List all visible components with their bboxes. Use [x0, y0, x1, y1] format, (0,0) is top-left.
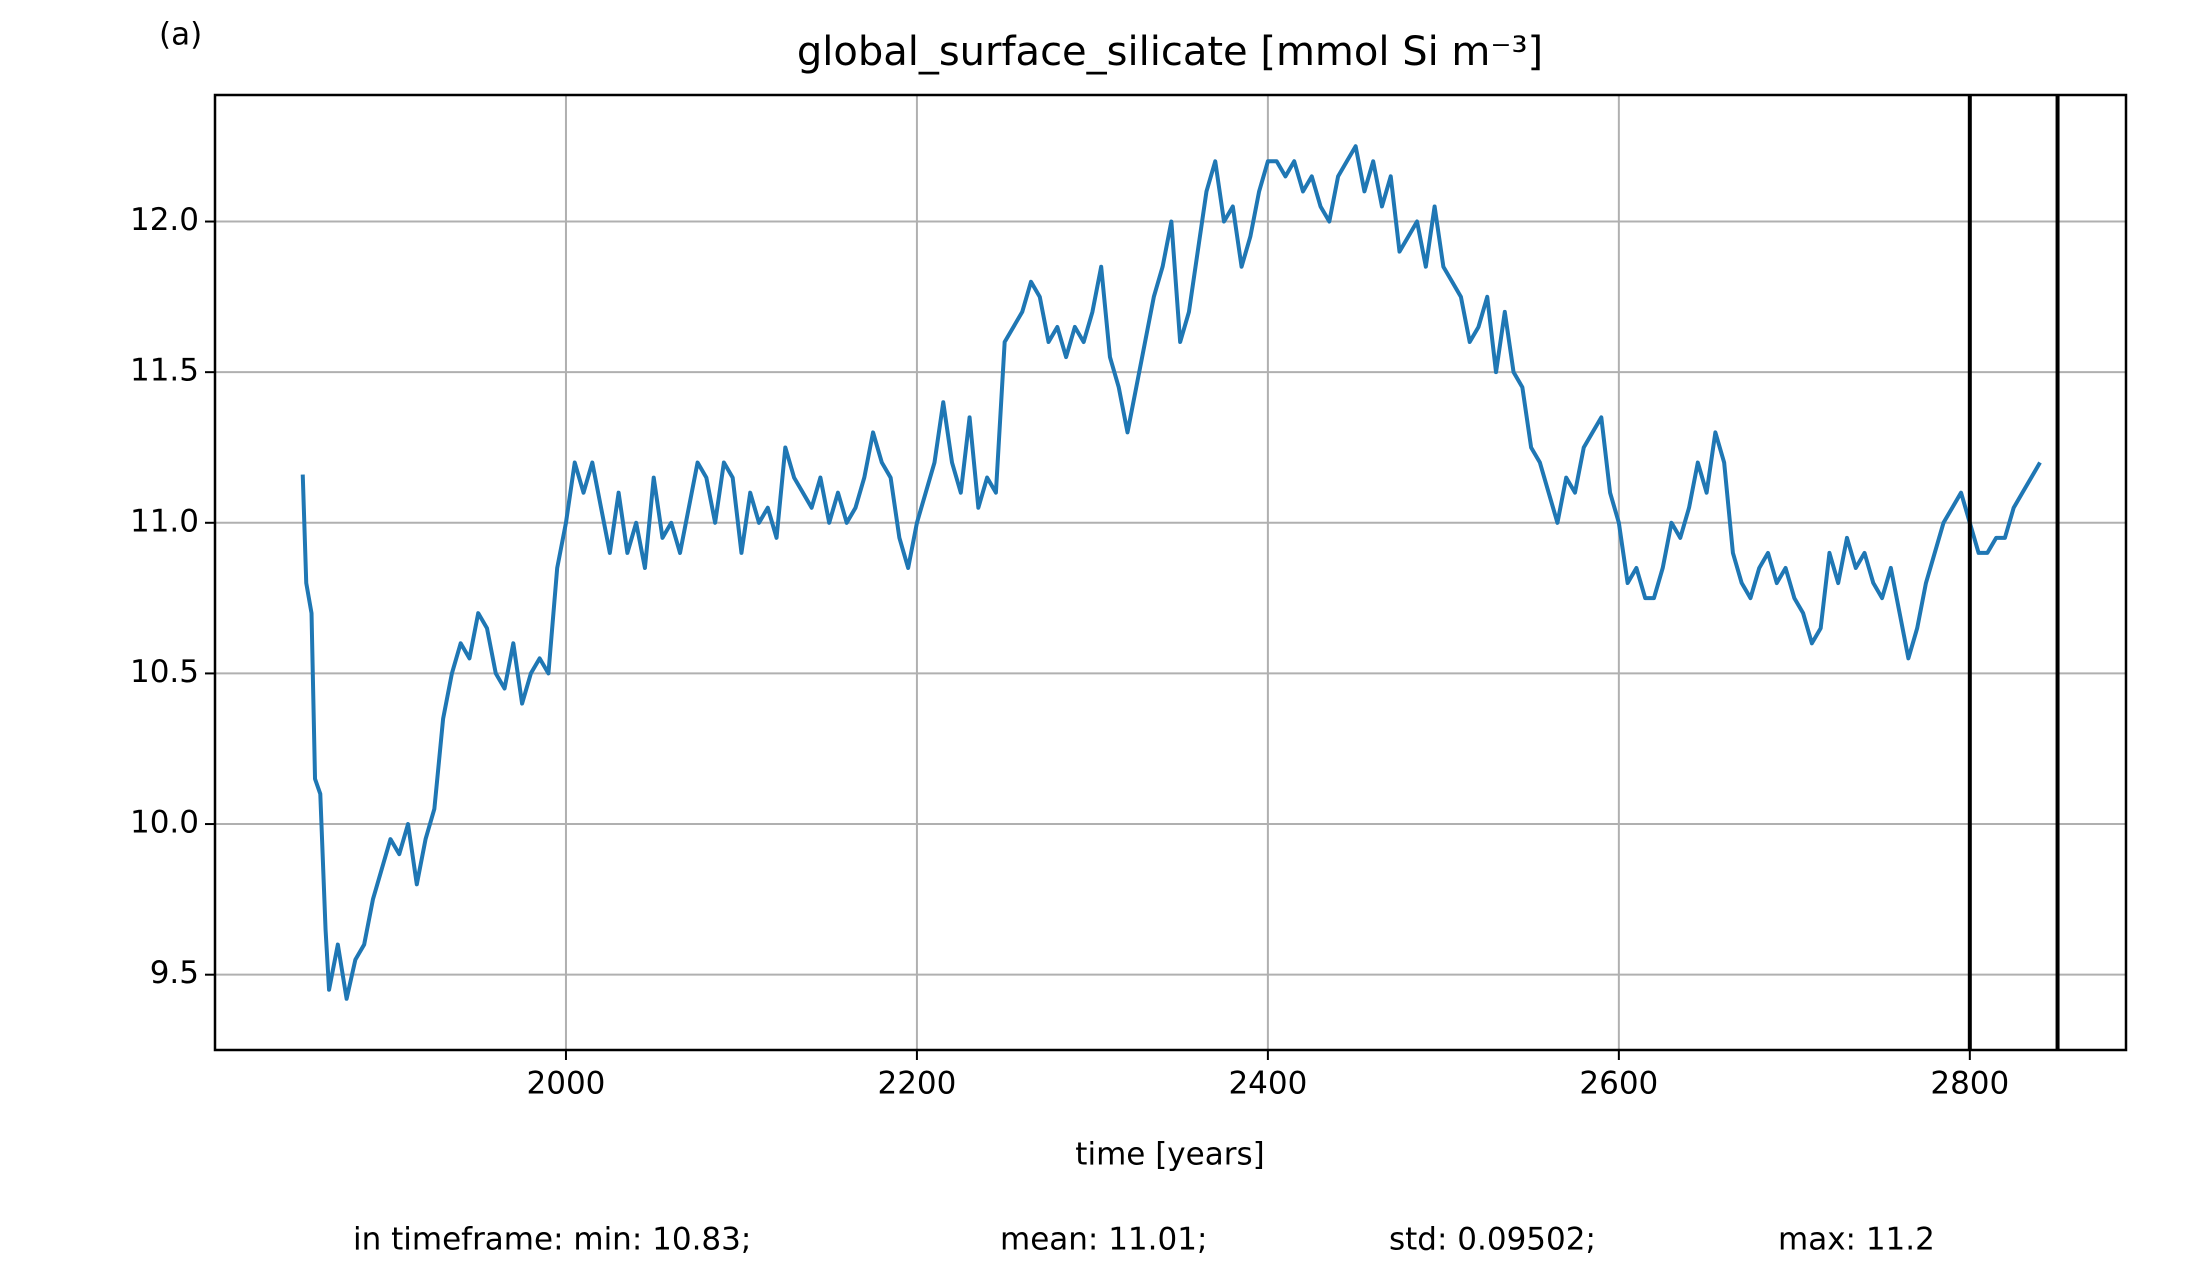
- y-tick-label: 9.5: [150, 955, 199, 991]
- footer-stat: max: 11.2: [1778, 1222, 1935, 1258]
- x-tick-label: 2200: [877, 1066, 956, 1102]
- y-tick-label: 10.0: [130, 805, 199, 841]
- x-axis-label: time [years]: [1075, 1137, 1264, 1173]
- y-tick-label: 11.5: [130, 353, 199, 389]
- y-tick-label: 11.0: [130, 503, 199, 539]
- x-tick-label: 2600: [1579, 1066, 1658, 1102]
- x-tick-label: 2800: [1930, 1066, 2009, 1102]
- plot-frame: [213, 93, 2128, 1052]
- footer-stat: in timeframe: min: 10.83;: [353, 1222, 751, 1258]
- footer-stat: std: 0.09502;: [1389, 1222, 1596, 1258]
- data-line: [300, 144, 2042, 1001]
- y-tick-label: 12.0: [130, 202, 199, 238]
- x-tick-label: 2000: [527, 1066, 606, 1102]
- x-tick-label: 2400: [1228, 1066, 1307, 1102]
- footer-stat: mean: 11.01;: [1000, 1222, 1207, 1258]
- y-tick-label: 10.5: [130, 654, 199, 690]
- panel-label: (a): [159, 17, 202, 53]
- chart-title: global_surface_silicate [mmol Si m⁻³]: [797, 29, 1543, 75]
